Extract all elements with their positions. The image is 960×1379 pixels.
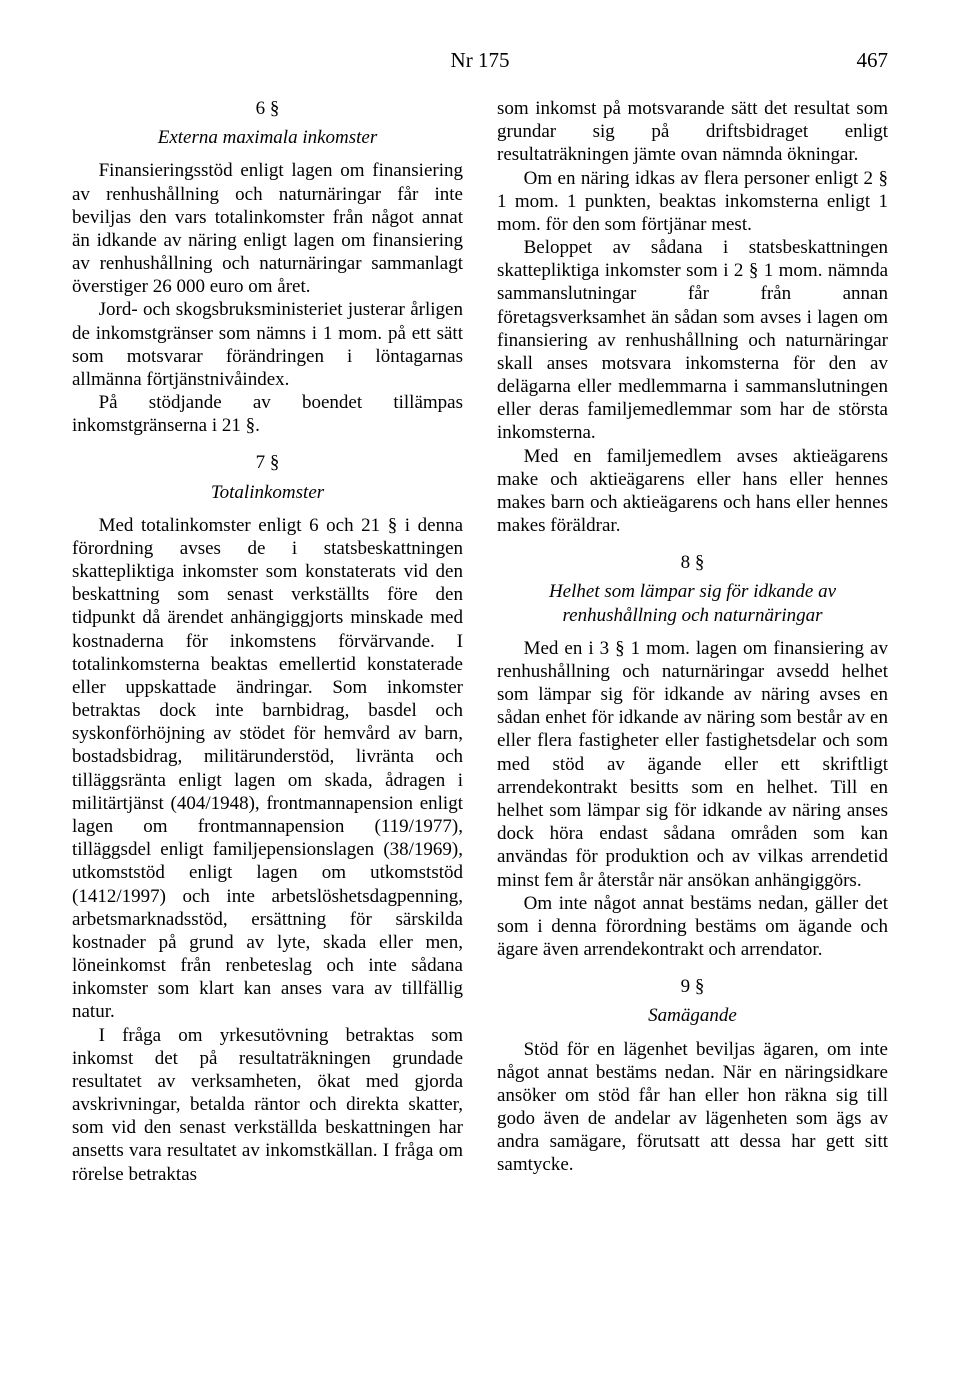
section-9-number: 9 §: [497, 975, 888, 998]
header-title: Nr 175: [451, 48, 510, 73]
section-8-para-2: Om inte något annat bestäms nedan, gälle…: [497, 892, 888, 962]
section-6-para-2: Jord- och skogsbruksministeriet justerar…: [72, 298, 463, 391]
section-7-para-4: Om en näring idkas av flera personer enl…: [497, 167, 888, 237]
section-8-title: Helhet som lämpar sig för idkande av ren…: [497, 580, 888, 626]
section-7-para-2: I fråga om yrkesutövning betraktas som i…: [72, 1024, 463, 1186]
section-6-title: Externa maximala inkomster: [72, 126, 463, 149]
section-6-para-1: Finansieringsstöd enligt lagen om finans…: [72, 159, 463, 298]
section-7-number: 7 §: [72, 451, 463, 474]
page-number: 467: [857, 48, 889, 73]
page: Nr 175 467 6 § Externa maximala inkomste…: [0, 0, 960, 1226]
section-9-para-1: Stöd för en lägenhet beviljas ägaren, om…: [497, 1038, 888, 1177]
section-8-para-1: Med en i 3 § 1 mom. lagen om finansierin…: [497, 637, 888, 892]
section-6-number: 6 §: [72, 97, 463, 120]
section-7-para-5: Beloppet av sådana i statsbeskattningen …: [497, 236, 888, 445]
section-7-para-6: Med en familjemedlem avses aktieägarens …: [497, 445, 888, 538]
section-7-para-3: som inkomst på motsvarande sätt det resu…: [497, 97, 888, 167]
page-header: Nr 175 467: [72, 48, 888, 73]
section-6-para-3: På stödjande av boendet tillämpas inkoms…: [72, 391, 463, 437]
section-7-title: Totalinkomster: [72, 481, 463, 504]
section-7-para-1: Med totalinkomster enligt 6 och 21 § i d…: [72, 514, 463, 1024]
section-9-title: Samägande: [497, 1004, 888, 1027]
text-columns: 6 § Externa maximala inkomster Finansier…: [72, 97, 888, 1186]
section-8-number: 8 §: [497, 551, 888, 574]
